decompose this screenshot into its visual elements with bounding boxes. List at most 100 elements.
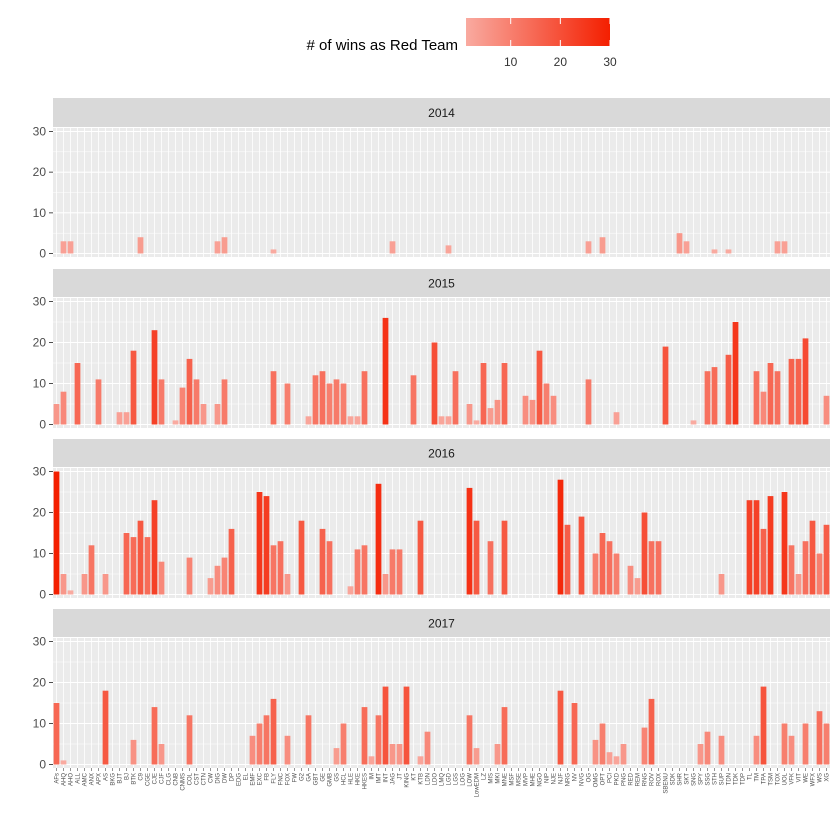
y-tick-label: 30 — [33, 125, 47, 139]
bar-2015-FOX — [284, 383, 291, 425]
x-tick-label: OPT — [601, 773, 607, 786]
x-tick-label: GE — [321, 773, 327, 782]
x-tick-label: EDG — [237, 773, 243, 786]
bar-2016-HKES — [361, 545, 368, 595]
bar-2016-TSM — [767, 496, 774, 595]
bar-2017-JAG — [389, 744, 396, 765]
x-tick-label: PCI — [608, 773, 614, 783]
bar-2016-HLE — [347, 586, 354, 595]
bar-2015-LMQ — [438, 416, 445, 425]
x-tick-label: GMB — [328, 773, 334, 787]
bar-2017-NJF — [557, 690, 564, 765]
y-tick-label: 30 — [33, 635, 47, 649]
bar-2016-DP — [228, 528, 235, 595]
bar-2016-COL — [186, 557, 193, 595]
bar-2017-GA — [305, 715, 312, 765]
bar-2015-LGD — [445, 416, 452, 425]
x-tick-label: LowEDM — [475, 773, 481, 797]
bar-2016-FNC — [277, 541, 284, 595]
x-tick-label: ALL — [76, 772, 82, 783]
bar-2016-ANX — [88, 545, 95, 595]
x-tick-label: NVG — [580, 773, 586, 786]
y-tick-label: 0 — [39, 588, 46, 602]
bar-2016-HKE — [354, 549, 361, 595]
x-tick-label: ROV — [650, 773, 656, 786]
x-tick-label: TPA — [762, 773, 768, 784]
x-tick-label: TDN — [727, 773, 733, 785]
x-tick-label: AS — [104, 773, 110, 781]
bar-2017-AHQ — [60, 760, 67, 765]
bar-2017-SPY — [697, 744, 704, 765]
x-tick-label: SSG — [706, 773, 712, 786]
x-tick-label: MNE — [503, 773, 509, 786]
bar-2015-GA — [305, 416, 312, 425]
bar-2015-COL — [186, 358, 193, 425]
bar-2017-PNG — [620, 744, 627, 765]
facet-panel-2016: 2016 0 10 20 30 — [33, 439, 830, 602]
bar-2015-DIG — [214, 404, 221, 425]
x-tick-label: AMC — [83, 772, 89, 786]
x-tick-label: FLY — [272, 773, 278, 784]
x-tick-label: FNC — [279, 772, 285, 785]
bar-2015-APX — [95, 379, 102, 425]
bar-2015-BJT — [116, 412, 123, 425]
bar-2015-WE — [802, 338, 809, 425]
x-tick-label: GS — [335, 773, 341, 782]
x-tick-label: TSM — [769, 773, 775, 786]
x-tick-label: HKE — [356, 773, 362, 785]
bar-2016-ROX — [655, 541, 662, 595]
x-tick-label: NRG — [566, 773, 572, 787]
bar-2015-GS — [333, 379, 340, 425]
bar-2015-SBENU — [662, 346, 669, 425]
bar-2015-KT — [410, 375, 417, 425]
bar-2017-EXC — [256, 723, 263, 765]
facet-strip — [53, 269, 830, 297]
bar-2014-STH — [711, 249, 718, 254]
bar-2016-UOL — [781, 492, 788, 595]
bar-2015-HCL — [340, 383, 347, 425]
y-tick-label: 20 — [33, 506, 47, 520]
bar-2015-HLE — [347, 416, 354, 425]
bar-2015-STH — [711, 367, 718, 425]
facet-strip-label: 2016 — [428, 447, 455, 461]
facet-panel-2015: 2015 0 10 20 30 — [33, 269, 830, 432]
x-tick-label: MKI — [496, 773, 502, 784]
bar-2017-WS — [816, 711, 823, 765]
bar-2017-HKES — [361, 707, 368, 765]
x-tick-label: SDK — [671, 773, 677, 785]
x-tick-label: STH — [713, 773, 719, 785]
bar-2014-SHR — [676, 233, 683, 254]
x-tick-label: TOX — [776, 773, 782, 785]
y-tick-label: 10 — [33, 377, 47, 391]
bar-2014-LGD — [445, 245, 452, 254]
x-tick-label: CJF — [160, 773, 166, 784]
x-tick-label: TDP — [741, 773, 747, 785]
bar-2016-FOX — [284, 574, 291, 595]
x-tick-label: WS — [818, 773, 824, 783]
bar-2015-MIS — [487, 408, 494, 425]
x-tick-label: EXC — [258, 772, 264, 785]
x-tick-label: TL — [748, 772, 754, 780]
bar-2014-TDN — [725, 249, 732, 254]
bar-2017-COL — [186, 715, 193, 765]
y-tick-label: 20 — [33, 336, 47, 350]
y-tick-label: 0 — [39, 418, 46, 432]
facet-strip — [53, 609, 830, 637]
x-tick-label: VFK — [790, 773, 796, 785]
bar-2014-OG — [585, 241, 592, 254]
x-tick-label: NV — [573, 773, 579, 781]
x-tick-label: KT — [412, 773, 418, 781]
bar-2016-DW — [221, 557, 228, 595]
x-tick-label: LDN — [426, 773, 432, 785]
bar-2017-SUP — [718, 735, 725, 765]
bar-2017-FLY — [270, 698, 277, 765]
x-tick-label: IM — [370, 773, 376, 780]
bar-2017-WE — [802, 723, 809, 765]
bar-2016-FB — [263, 496, 270, 595]
x-tick-label: DW — [223, 773, 229, 783]
y-tick-label: 0 — [39, 758, 46, 772]
x-tick-label: OMG — [594, 773, 600, 788]
x-tick-label: COL — [188, 772, 194, 785]
x-tick-label: BTK — [132, 773, 138, 785]
x-tick-label: FOX — [286, 773, 292, 785]
